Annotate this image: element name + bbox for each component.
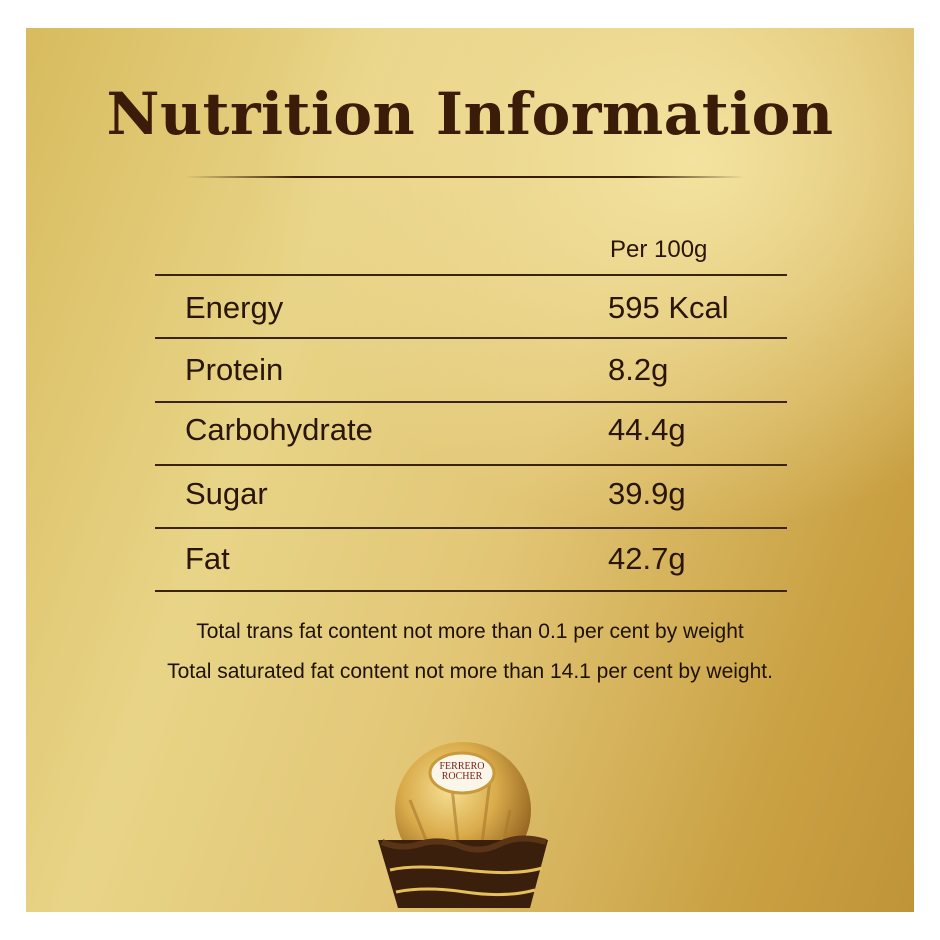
table-divider: [155, 464, 787, 466]
row-value-energy: 595 Kcal: [608, 290, 729, 325]
row-label-sugar: Sugar: [185, 476, 268, 511]
note-saturated-fat: Total saturated fat content not more tha…: [167, 660, 773, 683]
table-divider: [155, 527, 787, 529]
page-title: Nutrition Information: [106, 80, 834, 148]
row-value-carbohydrate: 44.4g: [608, 412, 686, 447]
row-value-fat: 42.7g: [608, 541, 686, 576]
row-value-sugar: 39.9g: [608, 476, 686, 511]
note-trans-fat: Total trans fat content not more than 0.…: [196, 620, 744, 643]
row-label-fat: Fat: [185, 541, 230, 576]
paper-cup: [378, 840, 548, 908]
table-divider: [155, 274, 787, 276]
table-divider: [155, 401, 787, 403]
logo-label: [428, 751, 496, 795]
product-logo-text: FERRERO ROCHER: [439, 762, 485, 782]
table-divider: [155, 590, 787, 592]
row-value-protein: 8.2g: [608, 352, 669, 387]
row-label-carbohydrate: Carbohydrate: [185, 412, 373, 447]
title-divider: [185, 176, 745, 178]
ferrero-rocher-image: FERRERO ROCHER: [378, 742, 548, 908]
column-header: Per 100g: [610, 236, 708, 263]
row-label-energy: Energy: [185, 290, 284, 325]
row-label-protein: Protein: [185, 352, 284, 387]
table-divider: [155, 337, 787, 339]
